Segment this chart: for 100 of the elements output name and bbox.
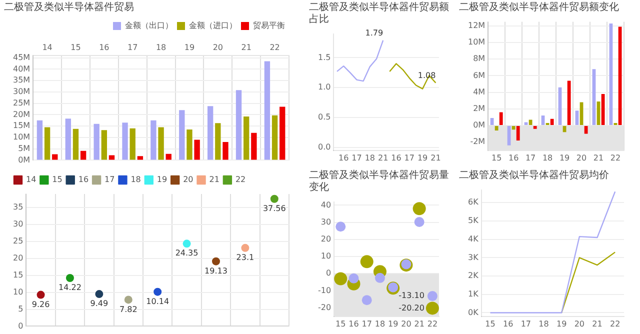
bar <box>80 150 86 160</box>
point <box>66 274 74 282</box>
chart-title: 二极管及类似半导体器件贸易量变化 <box>308 168 450 194</box>
legend-label: 19 <box>156 175 168 184</box>
data-label: -20.20 <box>398 303 424 312</box>
point <box>95 290 104 298</box>
y-tick-label: 0 <box>326 268 332 278</box>
y-tick-label: 0M <box>473 120 486 130</box>
y-tick-label: 0K <box>468 308 480 317</box>
bar <box>550 118 554 126</box>
y-tick-label: 20M <box>12 110 30 119</box>
x-tick-label: 19 <box>556 319 567 328</box>
point <box>334 272 348 286</box>
x-tick-label: 17 <box>520 319 532 328</box>
x-tick-label: 21 <box>414 319 424 328</box>
y-tick-label: 10M <box>468 38 486 47</box>
legend-label: 20 <box>183 175 194 184</box>
y-tick-label: 35M <box>12 76 30 85</box>
y-tick-label: 6M <box>473 70 486 80</box>
data-label: 37.56 <box>262 204 286 213</box>
legend-label: 15 <box>52 175 62 184</box>
bar <box>72 128 79 160</box>
x-tick-label: 22 <box>427 319 438 328</box>
x-tick-label: 17 <box>404 153 414 162</box>
x-tick-label: 19 <box>559 153 570 162</box>
x-tick-label: 19 <box>184 42 195 52</box>
y-tick-label: 1.0 <box>318 82 331 92</box>
y-tick-label: 15M <box>12 121 30 130</box>
x-tick-label: 16 <box>99 42 110 52</box>
y-tick-label: 1.5 <box>318 52 331 62</box>
y-tick-label: -10 <box>318 286 332 295</box>
y-tick-label: 10M <box>12 132 30 142</box>
y-tick-label: 1K <box>468 289 480 298</box>
x-tick-label: 17 <box>128 42 138 52</box>
data-label: 9.49 <box>90 299 108 308</box>
x-tick-label: 17 <box>352 153 362 162</box>
x-tick-label: 16 <box>348 319 359 328</box>
x-tick-label: 18 <box>156 42 166 52</box>
bar <box>272 115 278 160</box>
bar <box>166 154 172 160</box>
x-tick-label: 15 <box>491 153 502 162</box>
x-tick-label: 18 <box>542 153 553 162</box>
y-tick-label: 0 <box>18 321 24 330</box>
bar <box>222 142 228 160</box>
y-tick-label: 10 <box>320 252 332 261</box>
bar <box>186 130 192 160</box>
point <box>241 244 250 252</box>
y-tick-label: 4M <box>473 87 486 96</box>
point <box>362 295 372 306</box>
y-tick-label: 30 <box>12 220 24 229</box>
y-tick-label: 8M <box>473 54 486 64</box>
point <box>36 290 45 299</box>
bar <box>130 128 136 160</box>
y-tick-label: 2K <box>468 271 480 280</box>
legend-label: 金额（进口） <box>189 21 237 30</box>
x-tick-label: 17 <box>362 319 372 328</box>
y-tick-label: 5M <box>18 144 30 153</box>
bar <box>94 124 100 160</box>
bar <box>137 156 144 160</box>
data-label: 1.08 <box>418 70 436 80</box>
bar <box>122 122 128 160</box>
legend-label: 17 <box>104 175 115 184</box>
data-label: 7.82 <box>119 304 138 314</box>
data-label: 19.13 <box>204 266 228 276</box>
legend-label: 金额（出口） <box>125 21 173 30</box>
x-tick-label: 20 <box>574 319 585 328</box>
point <box>212 257 220 266</box>
y-tick-label: 20 <box>320 234 332 244</box>
y-tick-label: 45M <box>12 52 30 62</box>
point <box>414 216 424 227</box>
bar <box>251 132 257 160</box>
point <box>412 202 426 216</box>
point <box>348 273 359 284</box>
x-tick-label: 15 <box>336 319 346 328</box>
point <box>360 255 374 268</box>
bar <box>150 120 156 160</box>
legend-label: 18 <box>130 175 141 184</box>
x-tick-label: 22 <box>610 153 621 162</box>
bar <box>108 155 115 160</box>
data-label: 1.79 <box>365 28 384 38</box>
bar <box>244 116 250 160</box>
data-label: 10.14 <box>146 296 170 306</box>
bar <box>65 118 71 160</box>
x-tick-label: 21 <box>241 42 252 52</box>
y-tick-label: 40 <box>320 200 332 210</box>
y-tick-label: -20 <box>318 302 332 312</box>
chart-title: 二极管及类似半导体器件贸易额变化 <box>458 0 620 14</box>
bar <box>533 126 537 129</box>
point <box>426 302 439 315</box>
bar <box>101 130 108 160</box>
bar <box>44 127 50 160</box>
y-tick-label: 20 <box>12 253 24 262</box>
x-tick-label: 22 <box>610 319 620 328</box>
bar <box>280 106 286 160</box>
y-tick-label: 12M <box>468 21 486 30</box>
y-tick-label: 0.5 <box>318 112 331 122</box>
y-tick-label: 25M <box>12 98 30 108</box>
legend-label: 14 <box>26 175 36 184</box>
x-tick-label: 21 <box>592 319 602 328</box>
bar <box>158 127 164 160</box>
